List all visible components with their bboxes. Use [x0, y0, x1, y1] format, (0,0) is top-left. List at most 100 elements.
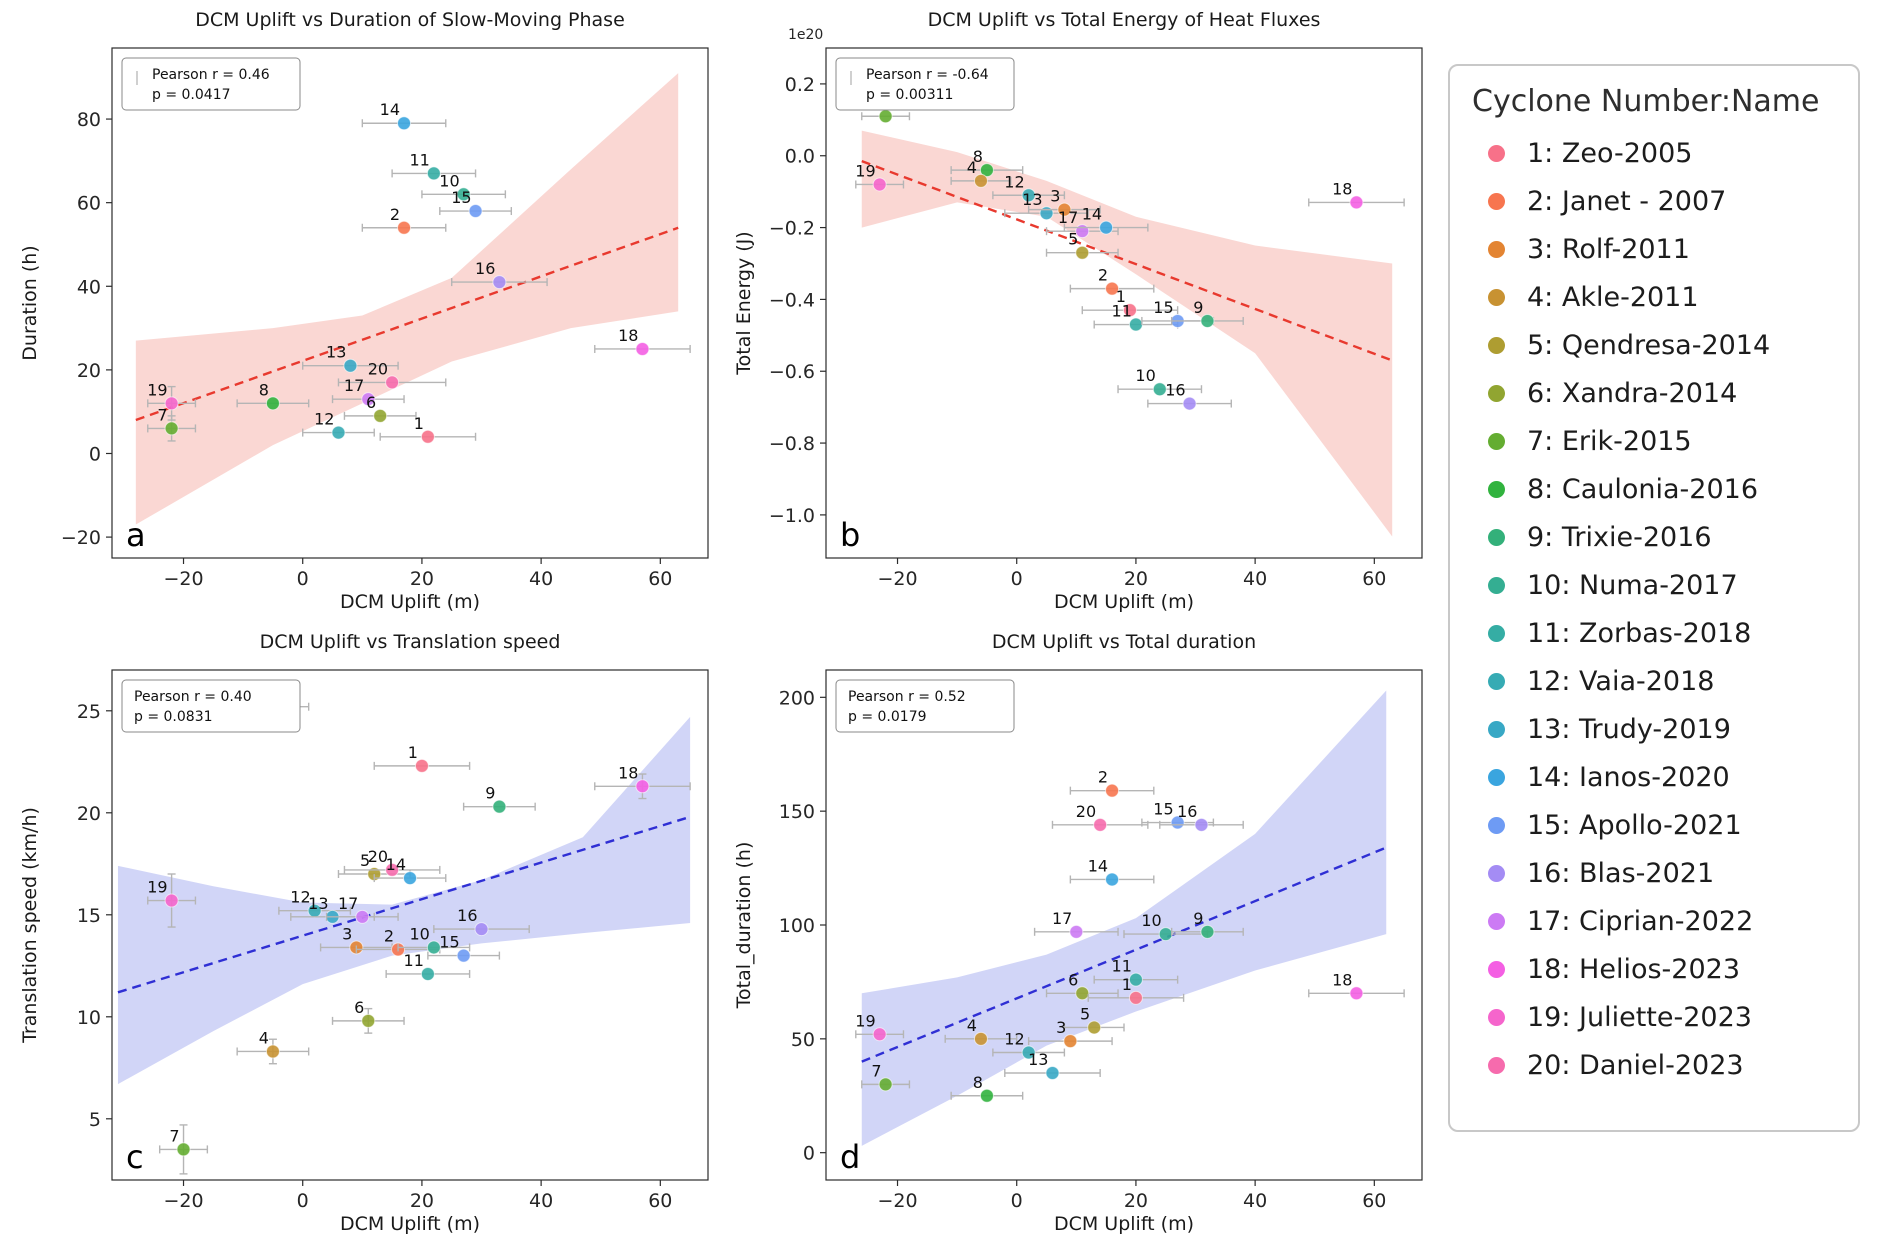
legend-color-dot: [1488, 384, 1505, 402]
legend-item-label: 8: Caulonia-2016: [1527, 473, 1759, 505]
x-tick-label: −20: [877, 1190, 917, 1212]
scatter-point-2: [1105, 281, 1120, 296]
point-label-18: 18: [618, 326, 638, 345]
point-label-16: 16: [1177, 802, 1197, 821]
y-tick-label: 0.2: [785, 74, 815, 96]
legend-item-10: 10: Numa-2017: [1470, 561, 1850, 609]
point-label-17: 17: [1052, 909, 1072, 928]
data-point-group-13: [302, 358, 399, 373]
scatter-point-10: [456, 187, 471, 202]
legend-item-label: 10: Numa-2017: [1527, 569, 1738, 601]
legend-item-15: 15: Apollo-2021: [1470, 801, 1850, 849]
point-label-14: 14: [1082, 205, 1102, 224]
point-label-19: 19: [147, 878, 167, 897]
scatter-point-14: [1105, 872, 1120, 887]
point-label-20: 20: [368, 359, 388, 378]
legend-items: 1: Zeo-2005 2: Janet - 2007 3: Rolf-2011 4:…: [1470, 129, 1850, 1089]
point-label-13: 13: [1028, 1050, 1048, 1069]
data-point-group-11: [1093, 317, 1179, 332]
legend-color-dot: [1488, 192, 1505, 210]
point-label-15: 15: [451, 188, 471, 207]
x-tick-label: 40: [1243, 568, 1267, 590]
y-axis-label: Translation speed (km/h): [19, 807, 41, 1044]
y-tick-label: −0.6: [769, 361, 815, 383]
point-label-16: 16: [1165, 381, 1185, 400]
scatter-point-7: [878, 1077, 893, 1092]
x-tick-label: 40: [1243, 1190, 1267, 1212]
x-tick-label: 60: [1362, 1190, 1386, 1212]
scatter-point-11: [1128, 972, 1143, 987]
scatter-point-20: [385, 375, 400, 390]
legend-color-dot: [1488, 288, 1505, 306]
y-tick-label: 100: [779, 915, 815, 937]
legend-color-dot: [1488, 768, 1505, 786]
data-point-group-4: [236, 1038, 310, 1065]
legend-color-dot: [1488, 528, 1505, 546]
legend-item-2: 2: Janet - 2007: [1470, 177, 1850, 225]
scatter-point-16: [474, 922, 489, 937]
scatter-point-20: [1093, 817, 1108, 832]
data-point-group-14: [373, 871, 447, 886]
point-label-19: 19: [855, 1011, 875, 1030]
point-label-13: 13: [308, 894, 328, 913]
point-label-4: 4: [259, 1028, 269, 1047]
point-label-1: 1: [408, 743, 418, 762]
point-label-15: 15: [1153, 800, 1173, 819]
data-point-group-18: [1308, 986, 1405, 1001]
legend-color-dot: [1488, 1056, 1505, 1074]
scatter-point-13: [1045, 1065, 1060, 1080]
data-point-group-13: [1004, 1065, 1101, 1080]
point-label-14: 14: [386, 855, 406, 874]
trend-line: [117, 815, 691, 994]
scatter-point-2: [397, 220, 412, 235]
panel-letter: a: [126, 516, 146, 554]
y-tick-label: 0: [89, 443, 101, 465]
y-axis-label: Duration (h): [19, 245, 41, 360]
point-label-9: 9: [1193, 298, 1203, 317]
data-point-group-1: [379, 429, 477, 444]
x-tick-label: 40: [529, 568, 553, 590]
y-axis-offset-text: 1e20: [788, 27, 823, 43]
point-label-5: 5: [1068, 230, 1078, 249]
x-axis-label: DCM Uplift (m): [1054, 591, 1194, 613]
data-point-group-3: [1027, 202, 1101, 217]
y-tick-label: 5: [89, 1109, 101, 1131]
scatter-point-6: [361, 1013, 376, 1028]
axes-frame: [111, 47, 709, 559]
scatter-point-1: [420, 429, 435, 444]
scatter-point-18: [1349, 986, 1364, 1001]
point-label-18: 18: [1332, 179, 1352, 198]
legend-item-label: 15: Apollo-2021: [1527, 809, 1742, 841]
panel-b-total-energy-chart: 7198412133171452111159101618−2002040600.…: [726, 2, 1436, 622]
scatter-point-16: [492, 275, 507, 290]
legend-item-label: 13: Trudy-2019: [1527, 713, 1731, 745]
data-point-group-18: [594, 341, 691, 356]
scatter-point-4: [265, 1044, 280, 1059]
y-tick-label: −20: [61, 527, 101, 549]
point-label-10: 10: [1135, 366, 1155, 385]
y-tick-label: 150: [779, 801, 815, 823]
scatter-point-9: [492, 799, 507, 814]
y-tick-label: 0.0: [785, 146, 815, 168]
legend-item-9: 9: Trixie-2016: [1470, 513, 1850, 561]
x-tick-label: 60: [1362, 568, 1386, 590]
y-tick-label: −0.8: [769, 433, 815, 455]
trend-line: [861, 160, 1393, 362]
point-label-11: 11: [1112, 302, 1132, 321]
scatter-point-9: [1200, 313, 1215, 328]
legend-item-4: 4: Akle-2011: [1470, 273, 1850, 321]
x-axis-label: DCM Uplift (m): [340, 591, 480, 613]
scatter-point-19: [164, 893, 179, 908]
scatter-point-3: [1057, 202, 1072, 217]
data-point-group-5: [1063, 1020, 1125, 1035]
confidence-band: [117, 716, 691, 1085]
point-label-8: 8: [973, 147, 983, 166]
data-point-group-19: [147, 873, 197, 928]
y-tick-label: −1.0: [769, 505, 815, 527]
data-point-group-16: [1147, 396, 1232, 411]
pearson-r-text: Pearson r = 0.52: [848, 689, 966, 705]
point-label-1: 1: [414, 414, 424, 433]
data-point-group-4: [950, 173, 1012, 188]
legend-item-label: 2: Janet - 2007: [1527, 185, 1727, 217]
data-point-group-1: [373, 758, 471, 773]
